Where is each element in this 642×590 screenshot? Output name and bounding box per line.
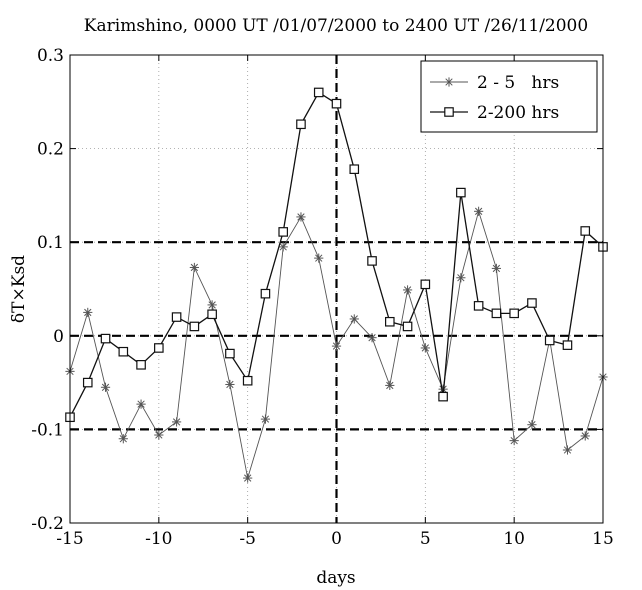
- data-point: [189, 262, 199, 273]
- data-point: [456, 187, 466, 198]
- data-point: [509, 436, 519, 446]
- y-tick-label: 0.3: [37, 46, 64, 66]
- reference-lines: [70, 55, 603, 523]
- x-tick-label: -10: [145, 529, 172, 549]
- data-point: [580, 431, 590, 441]
- data-point: [367, 333, 377, 343]
- data-point: [207, 300, 217, 310]
- data-point: [331, 98, 342, 109]
- data-point: [438, 391, 448, 402]
- legend-label: 2 - 5 hrs: [477, 73, 559, 93]
- y-tick-label: 0.2: [37, 140, 64, 160]
- data-point: [260, 288, 271, 299]
- data-point: [491, 308, 502, 319]
- legend: 2 - 5 hrs 2-200 hrs: [420, 60, 598, 133]
- data-point: [331, 341, 342, 351]
- x-tick-label: -15: [56, 529, 83, 549]
- legend-marker: [444, 107, 454, 117]
- data-point: [349, 314, 359, 324]
- data-point: [509, 308, 519, 319]
- data-point: [207, 309, 217, 320]
- data-point: [225, 348, 235, 359]
- legend-label: 2-200 hrs: [477, 103, 559, 123]
- data-point: [136, 360, 146, 370]
- data-point: [118, 434, 128, 444]
- x-tick-label: 10: [503, 529, 525, 549]
- data-point: [100, 382, 111, 392]
- data-point: [154, 343, 164, 353]
- data-point: [420, 279, 431, 290]
- data-point: [527, 298, 537, 308]
- data-point: [82, 377, 93, 388]
- data-point: [527, 420, 537, 430]
- data-point: [474, 206, 484, 216]
- data-point: [580, 226, 591, 236]
- data-point: [402, 285, 413, 295]
- y-tick-label: -0.1: [31, 420, 64, 440]
- data-point: [313, 87, 324, 98]
- data-point: [278, 227, 288, 237]
- legend-marker: [444, 77, 454, 87]
- data-point: [367, 256, 377, 266]
- data-point: [473, 301, 484, 311]
- tick-labels: -15 -10 -5 0 5 10 15 -0.2 -0.1 0 0.1 0.2 0.3: [31, 46, 614, 549]
- data-point: [154, 430, 164, 440]
- data-point: [385, 380, 395, 391]
- x-tick-label: 0: [331, 529, 342, 549]
- y-tick-label: -0.2: [31, 514, 64, 534]
- series-2: [65, 87, 608, 423]
- data-point: [83, 307, 93, 317]
- data-point: [242, 375, 253, 386]
- x-axis-label: days: [316, 568, 355, 588]
- legend-item: 2-200 hrs: [430, 103, 559, 123]
- data-point: [225, 379, 235, 390]
- data-point: [296, 212, 306, 222]
- legend-item: 2 - 5 hrs: [430, 73, 559, 93]
- data-point: [278, 242, 288, 252]
- series-layer: [65, 87, 608, 483]
- data-point: [260, 414, 271, 424]
- data-point: [314, 253, 324, 263]
- data-point: [172, 417, 182, 427]
- data-point: [402, 321, 413, 332]
- data-point: [296, 119, 306, 130]
- legend-box: [420, 60, 598, 133]
- data-point: [189, 321, 200, 332]
- data-point: [491, 263, 501, 274]
- data-point: [243, 473, 253, 483]
- data-point: [420, 343, 430, 353]
- data-point: [562, 340, 573, 350]
- data-point: [544, 335, 555, 346]
- data-point: [118, 346, 129, 357]
- data-point: [100, 333, 111, 344]
- x-tick-label: 15: [592, 529, 614, 549]
- x-tick-label: -5: [239, 529, 256, 549]
- y-tick-label: 0: [53, 327, 64, 347]
- y-tick-label: 0.1: [37, 233, 64, 253]
- data-point: [349, 164, 360, 174]
- chart-title: Karimshino, 0000 UT /01/07/2000 to 2400 …: [84, 16, 588, 36]
- data-point: [136, 399, 146, 409]
- data-point: [171, 312, 182, 322]
- data-point: [562, 445, 573, 455]
- x-tick-label: 5: [420, 529, 431, 549]
- data-point: [456, 273, 466, 283]
- ticks: [69, 54, 604, 524]
- y-axis-label: δT×Ksd: [9, 255, 29, 323]
- data-point: [385, 316, 395, 327]
